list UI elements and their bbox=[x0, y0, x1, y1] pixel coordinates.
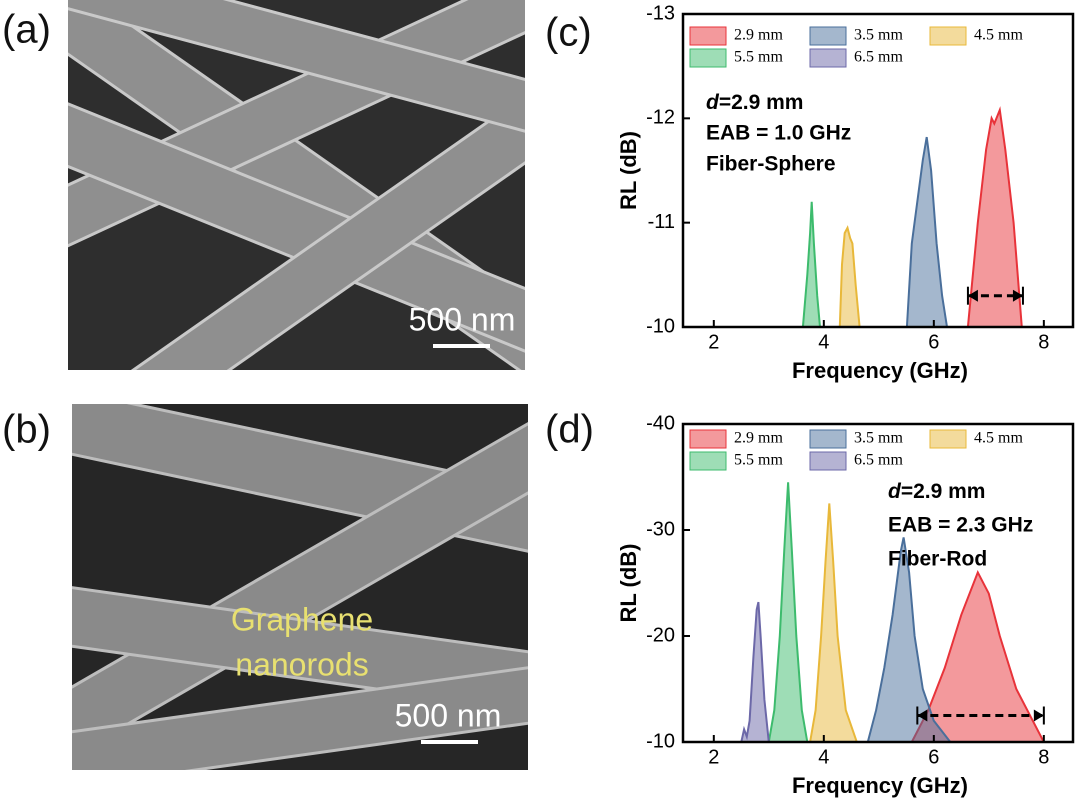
legend-swatch bbox=[689, 429, 727, 449]
image-annotation: nanorods bbox=[235, 646, 368, 682]
panel-label: (b) bbox=[2, 408, 51, 452]
legend-label: 3.5 mm bbox=[854, 430, 903, 447]
x-tick-label: 6 bbox=[928, 331, 939, 353]
area bbox=[767, 482, 809, 743]
area bbox=[866, 537, 953, 743]
legend-label: 2.9 mm bbox=[734, 430, 783, 447]
legend-swatch bbox=[809, 26, 847, 46]
area bbox=[801, 201, 822, 328]
area bbox=[905, 136, 949, 328]
y-tick-label: -13 bbox=[646, 2, 675, 24]
annotation: d=2.9 mm bbox=[706, 91, 803, 114]
legend-swatch bbox=[809, 48, 847, 68]
area bbox=[910, 569, 1046, 743]
y-axis-label: RL (dB) bbox=[616, 543, 641, 622]
sem-image-b bbox=[72, 404, 528, 770]
x-tick-label: 4 bbox=[818, 331, 829, 353]
legend-label: 4.5 mm bbox=[974, 430, 1023, 447]
legend-label: 2.9 mm bbox=[734, 27, 783, 44]
x-axis-label: Frequency (GHz) bbox=[792, 773, 968, 798]
legend-label: 5.5 mm bbox=[734, 452, 783, 469]
y-tick-label: -10 bbox=[646, 730, 675, 752]
y-tick-label: -11 bbox=[648, 211, 675, 233]
y-tick-label: -30 bbox=[646, 518, 675, 540]
legend-label: 4.5 mm bbox=[974, 27, 1023, 44]
legend-label: 3.5 mm bbox=[854, 27, 903, 44]
image-annotation: Graphene bbox=[231, 601, 373, 637]
legend-swatch bbox=[809, 429, 847, 449]
sem-image-a bbox=[68, 0, 525, 370]
panel-label: (d) bbox=[545, 408, 594, 452]
x-tick-label: 8 bbox=[1038, 746, 1049, 768]
legend-label: 5.5 mm bbox=[734, 49, 783, 66]
x-tick-label: 8 bbox=[1038, 331, 1049, 353]
annotation: EAB = 2.3 GHz bbox=[888, 514, 1033, 537]
legend-label: 6.5 mm bbox=[854, 452, 903, 469]
annotation: Fiber-Rod bbox=[888, 548, 987, 571]
y-tick-label: -40 bbox=[646, 412, 675, 434]
y-tick-label: -20 bbox=[646, 624, 675, 646]
scale-bar-label: 500 nm bbox=[395, 697, 502, 733]
legend-swatch bbox=[689, 451, 727, 471]
area bbox=[808, 503, 859, 743]
panel-label: (a) bbox=[2, 8, 51, 52]
x-tick-label: 4 bbox=[818, 746, 829, 768]
legend-swatch bbox=[689, 26, 727, 46]
annotation-text: =2.9 mm bbox=[901, 480, 986, 503]
legend-label: 6.5 mm bbox=[854, 49, 903, 66]
annotation-text: =2.9 mm bbox=[719, 91, 804, 114]
legend-swatch bbox=[929, 429, 967, 449]
scale-bar-label: 500 nm bbox=[409, 301, 516, 337]
x-tick-label: 2 bbox=[708, 746, 719, 768]
x-axis-label: Frequency (GHz) bbox=[792, 358, 968, 383]
x-tick-label: 6 bbox=[928, 746, 939, 768]
panel-label: (c) bbox=[545, 11, 592, 55]
legend-swatch bbox=[929, 26, 967, 46]
annotation-italic: d bbox=[706, 91, 720, 114]
area bbox=[740, 601, 770, 743]
y-tick-label: -12 bbox=[646, 107, 675, 129]
area bbox=[966, 106, 1023, 328]
annotation: EAB = 1.0 GHz bbox=[706, 122, 851, 145]
area bbox=[838, 225, 861, 328]
plot-frame bbox=[681, 422, 1075, 744]
plot-frame bbox=[681, 12, 1075, 329]
annotation-italic: d bbox=[888, 480, 902, 503]
legend-swatch bbox=[689, 48, 727, 68]
legend-swatch bbox=[809, 451, 847, 471]
annotation: d=2.9 mm bbox=[888, 480, 985, 503]
x-tick-label: 2 bbox=[708, 331, 719, 353]
annotation: Fiber-Sphere bbox=[706, 153, 836, 176]
y-tick-label: -10 bbox=[646, 315, 675, 337]
y-axis-label: RL (dB) bbox=[616, 131, 641, 210]
